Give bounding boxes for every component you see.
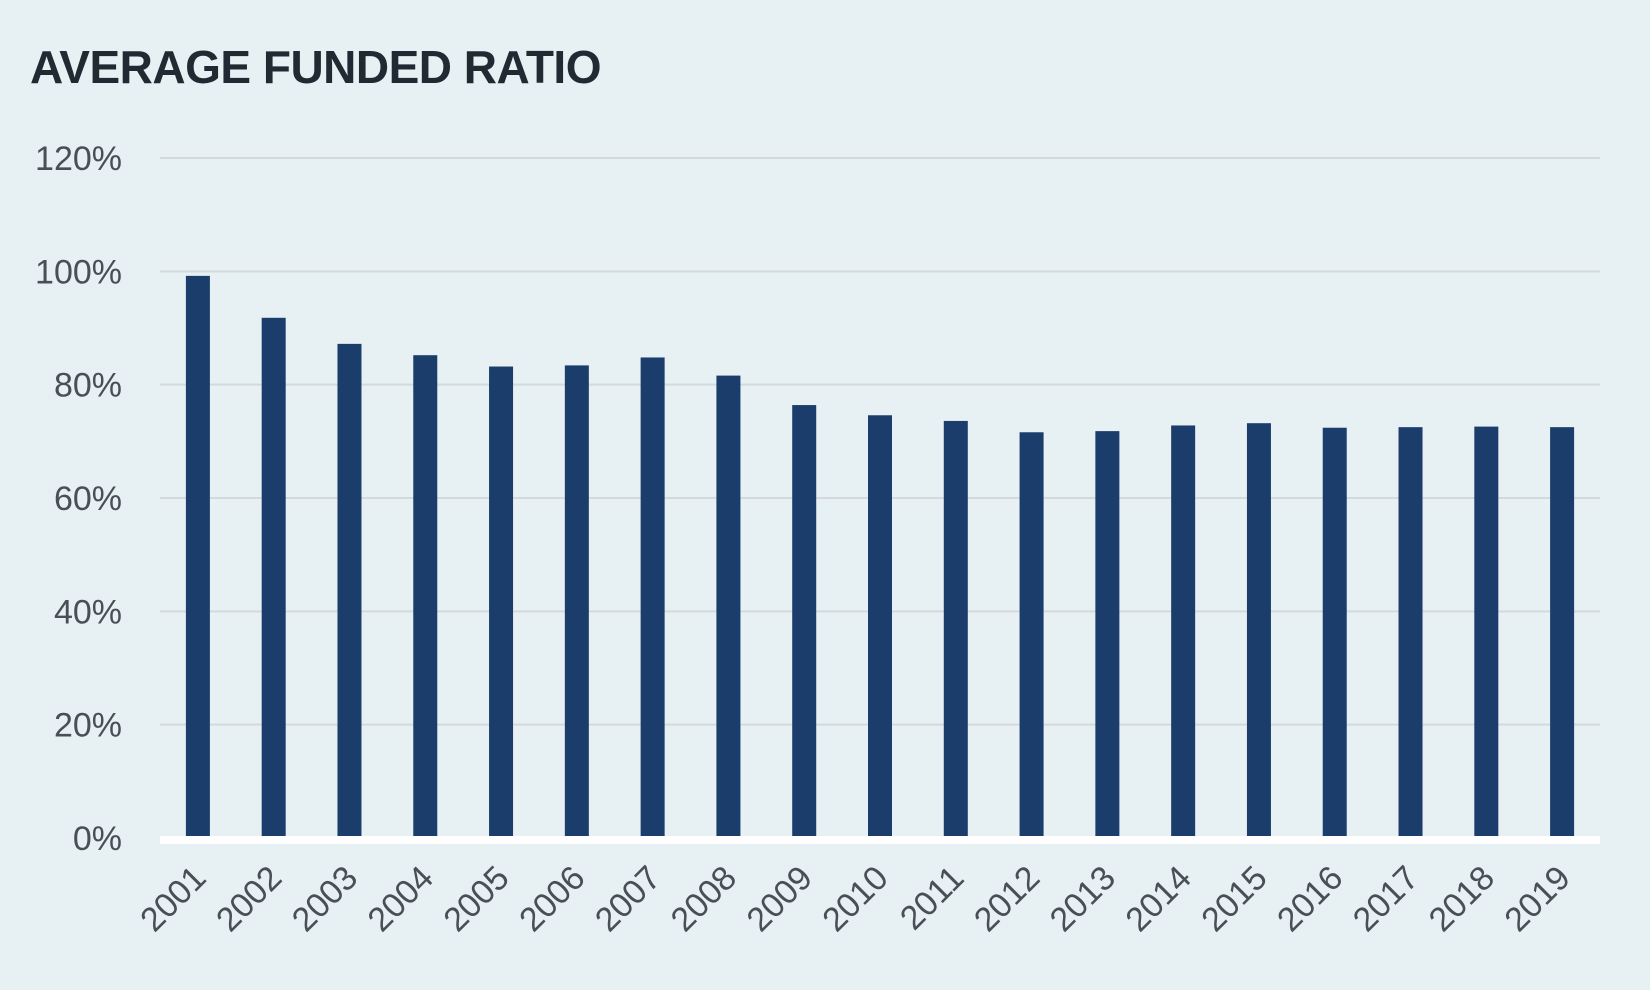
bar-2017: [1398, 427, 1423, 838]
bar-2005: [489, 366, 514, 838]
x-tick-label: 2016: [1270, 859, 1350, 939]
bar-2008: [716, 375, 741, 838]
x-axis: 2001200220032004200520062007200820092010…: [133, 859, 1578, 939]
bar-2014: [1171, 425, 1196, 838]
bar-2004: [413, 355, 438, 838]
bar-2012: [1019, 432, 1044, 838]
chart-title: AVERAGE FUNDED RATIO: [30, 41, 601, 93]
bars: [185, 275, 1575, 838]
x-tick-label: 2012: [967, 859, 1047, 939]
bar-2015: [1246, 423, 1271, 838]
bar-2018: [1474, 426, 1499, 838]
x-axis-baseline: [160, 836, 1600, 844]
x-tick-label: 2014: [1118, 859, 1198, 939]
x-tick-label: 2008: [664, 859, 744, 939]
x-tick-label: 2018: [1422, 859, 1502, 939]
x-tick-label: 2015: [1194, 859, 1274, 939]
x-tick-label: 2001: [133, 859, 213, 939]
x-tick-label: 2013: [1043, 859, 1123, 939]
bar-2009: [792, 405, 817, 838]
y-tick-label: 60%: [54, 480, 122, 518]
x-tick-label: 2017: [1346, 859, 1426, 939]
x-tick-label: 2005: [436, 859, 516, 939]
y-axis: 0% 20% 40% 60% 80% 100% 120%: [35, 140, 122, 858]
x-tick-label: 2003: [285, 859, 365, 939]
x-tick-label: 2006: [512, 859, 592, 939]
y-tick-label: 120%: [35, 140, 122, 178]
bar-2001: [185, 275, 210, 838]
x-tick-label: 2004: [361, 859, 441, 939]
y-tick-label: 100%: [35, 253, 122, 291]
x-tick-label: 2010: [815, 859, 895, 939]
bar-2003: [337, 343, 362, 838]
x-tick-label: 2002: [209, 859, 289, 939]
bar-2010: [868, 415, 892, 838]
bar-2016: [1322, 427, 1347, 838]
y-tick-label: 20%: [54, 707, 122, 745]
bar-2002: [261, 317, 286, 838]
bar-2006: [564, 365, 589, 838]
bar-2007: [640, 357, 665, 838]
x-tick-label: 2019: [1497, 859, 1577, 939]
baseline: [160, 836, 1600, 844]
x-tick-label: 2007: [588, 859, 668, 939]
x-tick-label: 2011: [893, 859, 972, 938]
x-tick-label: 2009: [740, 859, 820, 939]
y-tick-label: 0%: [73, 820, 122, 858]
bar-2011: [943, 420, 968, 838]
y-tick-label: 40%: [54, 593, 122, 631]
bar-2013: [1095, 431, 1120, 838]
bar-2019: [1550, 427, 1575, 838]
y-tick-label: 80%: [54, 367, 122, 405]
